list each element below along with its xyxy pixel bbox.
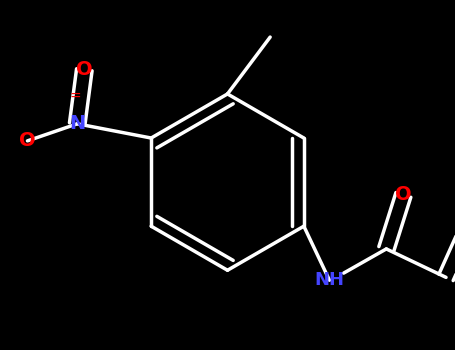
Text: O: O: [19, 131, 36, 150]
Text: O: O: [76, 60, 93, 79]
Text: O: O: [395, 186, 412, 204]
Text: =: =: [69, 90, 81, 104]
Text: N: N: [69, 114, 86, 133]
Text: NH: NH: [314, 271, 344, 289]
